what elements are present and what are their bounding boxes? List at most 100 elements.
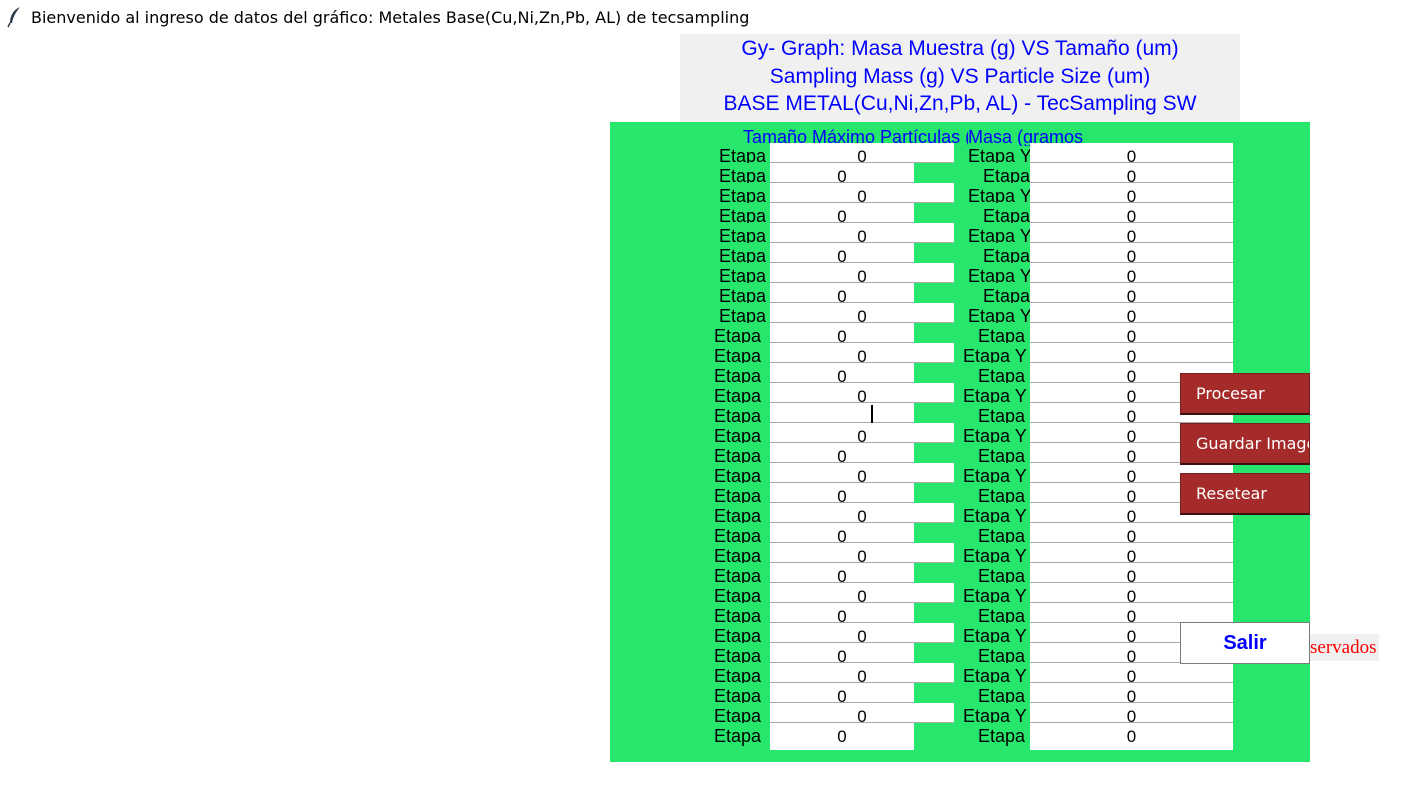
salir-button[interactable]: Salir	[1180, 622, 1310, 664]
size-row-label: Etapa	[719, 166, 767, 183]
particle-size-input[interactable]: 0	[770, 383, 954, 403]
particle-size-input[interactable]: 0	[770, 203, 914, 223]
particle-size-input[interactable]: 0	[770, 183, 954, 203]
mass-row-label: Etapa Y	[963, 586, 1027, 603]
size-row-label: Etapa	[714, 426, 762, 443]
sample-mass-input[interactable]: 0	[1030, 163, 1233, 183]
mass-row-label: Etapa Y	[963, 346, 1027, 363]
size-row-label: Etapa	[714, 386, 762, 403]
particle-size-input[interactable]: 0	[770, 543, 954, 563]
particle-size-input[interactable]: 0	[770, 563, 914, 583]
size-row-label: Etapa	[714, 606, 762, 623]
size-row-label: Etapa	[719, 266, 767, 283]
particle-size-input[interactable]: 0	[770, 343, 954, 363]
sample-mass-input[interactable]: 0	[1030, 283, 1233, 303]
title-line-2: Sampling Mass (g) VS Particle Size (um)	[769, 65, 1151, 88]
sample-mass-input[interactable]: 0	[1030, 703, 1233, 723]
sample-mass-input[interactable]: 0	[1030, 183, 1233, 203]
particle-size-input[interactable]: 0	[770, 703, 954, 723]
size-row-label: Etapa	[714, 586, 762, 603]
particle-size-input[interactable]: 0	[770, 363, 914, 383]
chart-title-box: Gy- Graph: Masa Muestra (g) VS Tamaño (u…	[680, 34, 1240, 122]
particle-size-input[interactable]: 0	[770, 523, 914, 543]
mass-row-label: Etapa Y	[968, 226, 1030, 243]
particle-size-input[interactable]: 0	[770, 143, 954, 163]
sample-mass-input[interactable]: 0	[1030, 603, 1233, 623]
mass-row-label: Etapa	[983, 246, 1030, 263]
particle-size-input[interactable]: 0	[770, 483, 914, 503]
size-row-label: Etapa	[714, 366, 762, 383]
size-row-label: Etapa	[719, 226, 767, 243]
particle-size-input[interactable]: 0	[770, 263, 954, 283]
title-bar: Bienvenido al ingreso de datos del gráfi…	[0, 0, 1417, 34]
particle-size-input[interactable]: 0	[770, 323, 914, 343]
mass-row-label: Etapa Y	[968, 186, 1030, 203]
particle-size-input[interactable]: 0	[770, 223, 954, 243]
sample-mass-input[interactable]: 0	[1030, 323, 1233, 343]
sample-mass-input[interactable]: 0	[1030, 663, 1233, 683]
particle-size-input[interactable]: 0	[770, 603, 914, 623]
sample-mass-input[interactable]: 0	[1030, 723, 1233, 750]
mass-row-label: Etapa Y	[963, 426, 1027, 443]
mass-row-label: Etapa Y	[968, 306, 1030, 323]
size-row-label: Etapa	[714, 666, 762, 683]
particle-size-input[interactable]: 0	[770, 303, 954, 323]
sample-mass-input[interactable]: 0	[1030, 523, 1233, 543]
mass-row-label: Etapa Y	[963, 506, 1027, 523]
size-row-label: Etapa	[719, 146, 767, 163]
sample-mass-input[interactable]: 0	[1030, 263, 1233, 283]
particle-size-input[interactable]: 0	[770, 683, 914, 703]
mass-row-label: Etapa	[978, 686, 1026, 703]
size-row-label: Etapa	[714, 546, 762, 563]
particle-size-input[interactable]: 0	[770, 643, 914, 663]
particle-size-input[interactable]: 0	[770, 283, 914, 303]
mass-row-label: Etapa Y	[963, 626, 1027, 643]
particle-size-input[interactable]: 0	[770, 723, 914, 750]
mass-row-label: Etapa	[978, 326, 1026, 343]
sample-mass-input[interactable]: 0	[1030, 203, 1233, 223]
title-line-3: BASE METAL(Cu,Ni,Zn,Pb, AL) - TecSamplin…	[723, 92, 1197, 115]
particle-size-input[interactable]: 0	[770, 663, 954, 683]
particle-size-input[interactable]: 0	[770, 163, 914, 183]
mass-row-label: Etapa Y	[968, 146, 1030, 163]
sample-mass-input[interactable]: 0	[1030, 543, 1233, 563]
particle-size-input[interactable]: 0	[770, 623, 954, 643]
particle-size-input[interactable]: 0	[770, 503, 954, 523]
particle-size-input[interactable]: 0	[770, 463, 954, 483]
particle-size-column-header: Tamaño Máximo Partículas (micro	[743, 127, 968, 146]
mass-row-label: Etapa	[978, 486, 1026, 503]
sample-mass-input[interactable]: 0	[1030, 223, 1233, 243]
mass-row-label: Etapa Y	[963, 466, 1027, 483]
guardar-imagen-button[interactable]: Guardar Imagen	[1180, 423, 1310, 465]
sample-mass-input[interactable]: 0	[1030, 143, 1233, 163]
mass-row-label: Etapa	[983, 206, 1030, 223]
sample-mass-input[interactable]: 0	[1030, 563, 1233, 583]
title-line-1: Gy- Graph: Masa Muestra (g) VS Tamaño (u…	[741, 37, 1179, 60]
sample-mass-input[interactable]: 0	[1030, 343, 1233, 363]
size-row-label: Etapa	[719, 286, 767, 303]
procesar-button[interactable]: Procesar	[1180, 373, 1310, 415]
size-row-label: Etapa	[714, 566, 762, 583]
size-row-label: Etapa	[714, 706, 762, 723]
size-row-label: Etapa	[714, 506, 762, 523]
sample-mass-column-header: Masa (gramos	[968, 127, 1084, 146]
size-row-label: Etapa	[714, 486, 762, 503]
size-row-label: Etapa	[714, 626, 762, 643]
sample-mass-input[interactable]: 0	[1030, 583, 1233, 603]
particle-size-input[interactable]: 0	[770, 423, 954, 443]
particle-size-input[interactable]: 0	[770, 443, 914, 463]
resetear-button[interactable]: Resetear	[1180, 473, 1310, 515]
size-row-label: Etapa	[714, 466, 762, 483]
sample-mass-input[interactable]: 0	[1030, 683, 1233, 703]
mass-row-label: Etapa	[978, 526, 1026, 543]
size-row-label: Etapa	[714, 446, 762, 463]
mass-row-label: Etapa	[983, 166, 1030, 183]
mass-row-label: Etapa Y	[963, 706, 1027, 723]
mass-row-label: Etapa Y	[963, 666, 1027, 683]
mass-row-label: Etapa	[978, 366, 1026, 383]
particle-size-input[interactable]: 0	[770, 243, 914, 263]
sample-mass-input[interactable]: 0	[1030, 243, 1233, 263]
particle-size-input[interactable]: 0	[770, 583, 954, 603]
particle-size-input[interactable]	[770, 403, 914, 423]
sample-mass-input[interactable]: 0	[1030, 303, 1233, 323]
